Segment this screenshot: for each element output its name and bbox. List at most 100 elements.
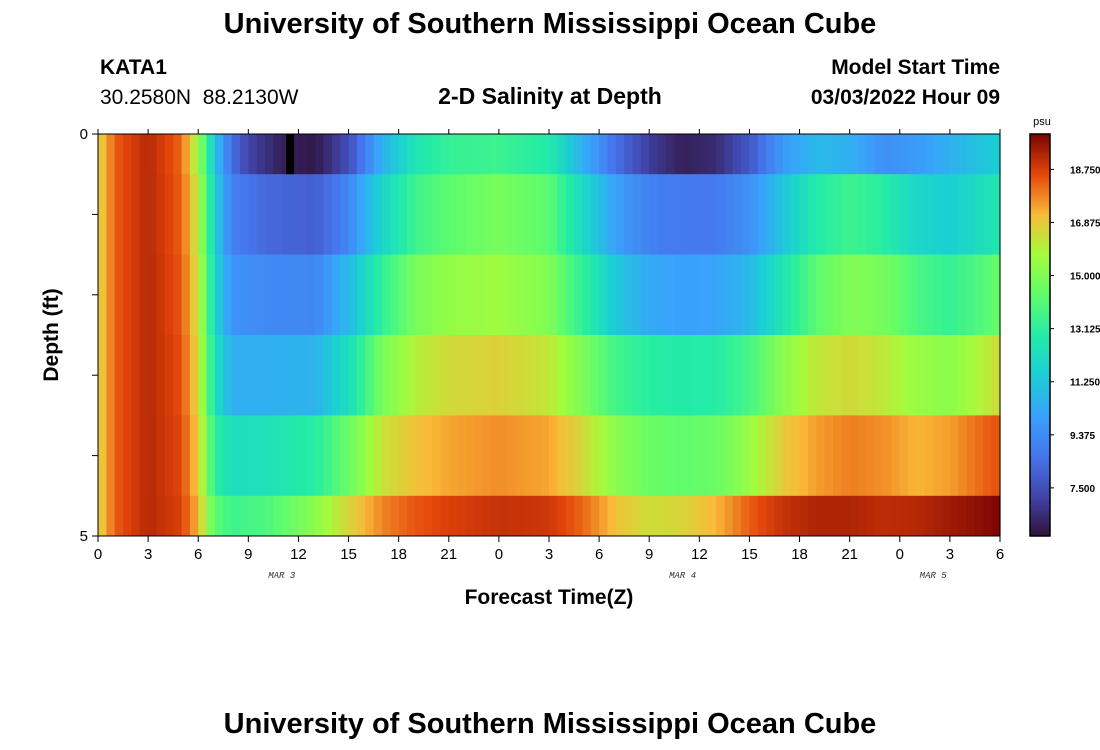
heatmap-cell: [824, 495, 834, 537]
heatmap-cell: [699, 134, 709, 175]
heatmap-cell: [941, 134, 951, 175]
heatmap-cell: [749, 495, 759, 537]
heatmap-cell: [239, 174, 249, 255]
heatmap-cell: [164, 335, 174, 416]
heatmap-cell: [298, 254, 308, 336]
heatmap-cell: [306, 254, 316, 336]
heatmap-cell: [949, 174, 959, 255]
heatmap-cell: [315, 415, 325, 497]
x-tick-label: 12: [290, 546, 307, 563]
heatmap-cell: [273, 134, 283, 175]
heatmap-cell: [457, 415, 467, 497]
heatmap-cell: [991, 495, 1001, 537]
heatmap-cell: [866, 415, 876, 497]
heatmap-cell: [398, 254, 408, 336]
y-tick-label: 0: [80, 126, 88, 143]
heatmap-cell: [323, 254, 333, 336]
heatmap-cell: [632, 254, 642, 336]
colorbar-tick-label: 15.000: [1070, 272, 1100, 283]
heatmap-cell: [707, 415, 717, 497]
heatmap-cell: [949, 134, 959, 175]
colorbar-tick-label: 11.250: [1070, 378, 1100, 389]
heatmap-cell: [173, 254, 183, 336]
heatmap-cell: [448, 495, 458, 537]
heatmap-cell: [849, 174, 859, 255]
heatmap-cell: [674, 335, 684, 416]
heatmap-cell: [924, 495, 934, 537]
heatmap-cell: [423, 254, 433, 336]
colorbar-tick-label: 13.125: [1070, 325, 1100, 336]
x-tick-label: 3: [545, 546, 553, 563]
heatmap-cell: [858, 335, 867, 416]
heatmap-cell: [432, 134, 442, 175]
heatmap-cell: [958, 495, 968, 537]
heatmap-cell: [966, 415, 976, 497]
heatmap-cell: [699, 335, 709, 416]
heatmap-cell: [315, 254, 325, 336]
heatmap-cell: [315, 495, 325, 537]
heatmap-cell: [933, 415, 943, 497]
heatmap-cell: [574, 134, 584, 175]
heatmap-cell: [749, 415, 759, 497]
heatmap-cell: [574, 335, 584, 416]
heatmap-cell: [991, 254, 1001, 336]
heatmap-cell: [114, 134, 124, 175]
heatmap-cell: [874, 495, 884, 537]
heatmap-cell: [123, 495, 133, 537]
heatmap-cell: [231, 415, 241, 497]
heatmap-cell: [114, 415, 124, 497]
heatmap-cell: [949, 335, 959, 416]
heatmap-cell: [98, 335, 107, 416]
heatmap-cell: [615, 495, 625, 537]
heatmap-cell: [958, 335, 968, 416]
heatmap-cell: [958, 415, 968, 497]
heatmap-cell: [348, 174, 358, 255]
heatmap-cell: [607, 415, 617, 497]
heatmap-cell: [231, 134, 241, 175]
heatmap-cell: [515, 254, 525, 336]
heatmap-cell: [223, 495, 233, 537]
heatmap-cell: [565, 335, 575, 416]
heatmap-cell: [457, 134, 467, 175]
heatmap-cell: [933, 495, 943, 537]
heatmap-cell: [507, 254, 517, 336]
heatmap-cell: [891, 134, 901, 175]
heatmap-cell: [674, 495, 684, 537]
heatmap-cell: [899, 174, 909, 255]
heatmap-cell: [398, 134, 408, 175]
x-tick-label: 15: [340, 546, 357, 563]
heatmap-cell: [198, 174, 208, 255]
heatmap-cell: [690, 495, 700, 537]
heatmap-cell: [665, 254, 675, 336]
heatmap-cell: [265, 254, 274, 336]
heatmap-cell: [557, 134, 567, 175]
heatmap-cell: [315, 174, 325, 255]
heatmap-cell: [340, 495, 350, 537]
heatmap-cell: [114, 254, 124, 336]
colorbar-tick-label: 18.750: [1070, 165, 1100, 176]
heatmap-cell: [707, 254, 717, 336]
heatmap-cell: [799, 174, 809, 255]
heatmap-cell: [858, 415, 867, 497]
heatmap-cell: [189, 415, 199, 497]
heatmap-cell: [398, 174, 408, 255]
heatmap-cell: [983, 174, 993, 255]
heatmap-cell: [465, 335, 475, 416]
heatmap-cell: [983, 495, 993, 537]
heatmap-cell: [716, 174, 725, 255]
heatmap-cell: [665, 415, 675, 497]
heatmap-cell: [707, 134, 717, 175]
heatmap-cell: [540, 335, 550, 416]
heatmap-cell: [924, 134, 934, 175]
heatmap-cell: [766, 415, 776, 497]
heatmap-cell: [674, 174, 684, 255]
heatmap-cell: [473, 254, 483, 336]
heatmap-cell: [582, 495, 592, 537]
heatmap-cell: [607, 495, 617, 537]
heatmap-cell: [331, 174, 341, 255]
heatmap-cell: [331, 495, 341, 537]
heatmap-cell: [515, 174, 525, 255]
heatmap-cell: [507, 495, 517, 537]
heatmap-cell: [323, 495, 333, 537]
heatmap-cell: [632, 174, 642, 255]
